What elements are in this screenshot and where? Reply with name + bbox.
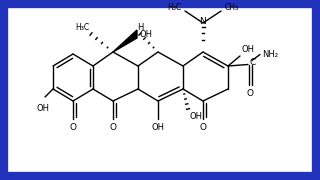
Text: NH₂: NH₂: [262, 50, 278, 59]
Text: OH: OH: [140, 30, 153, 39]
Text: OH: OH: [242, 45, 255, 54]
Text: H: H: [137, 23, 143, 32]
Text: OH: OH: [190, 112, 203, 121]
Text: O: O: [109, 123, 116, 132]
Text: O: O: [199, 123, 206, 132]
Text: OH: OH: [36, 104, 50, 113]
Polygon shape: [113, 30, 137, 52]
Text: N: N: [200, 17, 206, 26]
Text: H₃C: H₃C: [75, 23, 89, 32]
Text: H₃C: H₃C: [167, 3, 181, 12]
Text: C: C: [250, 58, 256, 67]
Text: O: O: [246, 89, 253, 98]
Text: CH₃: CH₃: [225, 3, 239, 12]
Text: OH: OH: [151, 123, 164, 132]
Text: O: O: [69, 123, 76, 132]
